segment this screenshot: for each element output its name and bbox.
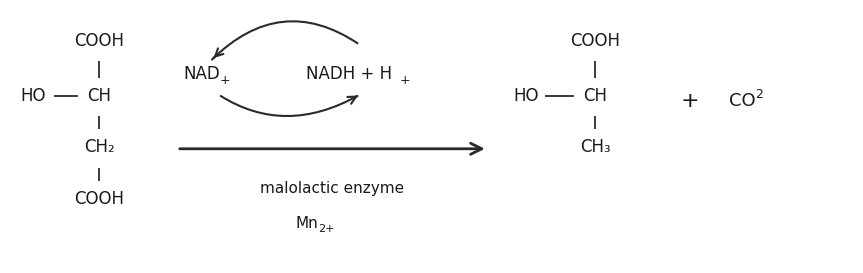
Text: NADH + H: NADH + H — [306, 65, 393, 83]
Text: CH: CH — [583, 87, 608, 105]
Text: 2+: 2+ — [318, 224, 335, 234]
Text: malolactic enzyme: malolactic enzyme — [260, 181, 405, 196]
Text: +: + — [220, 74, 230, 87]
Text: NAD: NAD — [183, 65, 220, 83]
Text: HO: HO — [20, 87, 46, 105]
Text: COOH: COOH — [74, 32, 124, 50]
Text: HO: HO — [513, 87, 539, 105]
Text: CH₂: CH₂ — [84, 138, 115, 156]
Text: COOH: COOH — [74, 190, 124, 208]
Text: 2: 2 — [755, 88, 763, 101]
Text: +: + — [681, 91, 700, 111]
Text: COOH: COOH — [570, 32, 620, 50]
Text: +: + — [400, 74, 410, 87]
Text: CH: CH — [87, 87, 111, 105]
Text: CH₃: CH₃ — [580, 138, 611, 156]
Text: Mn: Mn — [296, 216, 318, 231]
Text: CO: CO — [728, 92, 755, 110]
